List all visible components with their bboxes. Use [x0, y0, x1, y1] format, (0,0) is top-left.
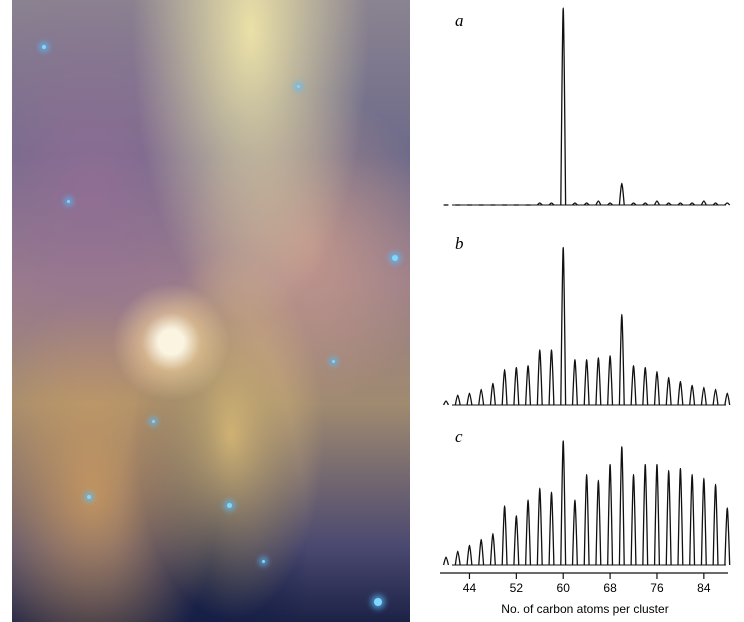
- peak: [595, 479, 602, 566]
- peak: [700, 200, 707, 206]
- peak: [653, 370, 661, 406]
- peak: [689, 202, 696, 206]
- peak: [630, 473, 637, 566]
- peak: [653, 200, 660, 206]
- peak: [630, 202, 637, 206]
- peak: [525, 499, 532, 566]
- peak: [571, 359, 578, 406]
- x-tick-label: 84: [697, 581, 711, 595]
- peak: [536, 349, 543, 406]
- nebula-image: [12, 0, 410, 622]
- peak: [548, 202, 555, 206]
- peak: [548, 491, 555, 566]
- peak: [536, 487, 543, 566]
- peak: [513, 515, 520, 566]
- peak: [583, 359, 590, 406]
- peak: [583, 473, 590, 566]
- peak: [642, 463, 649, 566]
- peak: [700, 386, 707, 406]
- peak: [489, 532, 496, 566]
- peak: [618, 313, 625, 406]
- peak: [536, 202, 543, 206]
- x-tick-label: 68: [603, 581, 617, 595]
- peak: [665, 469, 672, 566]
- peak: [501, 368, 508, 406]
- peak: [665, 202, 672, 206]
- peak: [595, 357, 602, 406]
- peak: [466, 544, 473, 566]
- x-tick-label: 60: [557, 581, 571, 595]
- x-axis-label: No. of carbon atoms per cluster: [501, 602, 668, 616]
- peak: [560, 440, 567, 566]
- peak: [548, 349, 555, 406]
- peak: [478, 538, 485, 566]
- peak: [607, 202, 613, 206]
- x-tick-label: 76: [650, 581, 664, 595]
- peak: [630, 364, 637, 406]
- peak: [618, 446, 625, 566]
- peak: [595, 200, 602, 206]
- peak: [677, 202, 684, 206]
- peak: [513, 366, 520, 406]
- peak: [689, 384, 696, 406]
- peak: [607, 355, 614, 406]
- peak: [560, 246, 567, 406]
- peak: [454, 550, 461, 566]
- peak: [454, 394, 461, 406]
- peak: [525, 364, 532, 406]
- peak: [607, 463, 614, 566]
- peak: [700, 477, 707, 566]
- peak: [571, 499, 578, 566]
- peak: [618, 182, 625, 206]
- peak: [677, 467, 684, 566]
- peak: [689, 473, 696, 566]
- peak: [642, 202, 649, 206]
- peak: [466, 392, 473, 406]
- panel-label: a: [455, 11, 464, 30]
- peak: [712, 388, 719, 406]
- peak: [665, 376, 672, 406]
- peak: [724, 202, 731, 206]
- peak: [489, 382, 496, 406]
- peak: [583, 202, 590, 206]
- peak: [501, 505, 508, 566]
- peak: [478, 388, 485, 406]
- peak: [677, 380, 684, 406]
- peak: [442, 556, 450, 566]
- panel-label: b: [455, 234, 464, 253]
- peak: [712, 483, 719, 566]
- peak: [560, 7, 567, 206]
- x-tick-label: 52: [510, 581, 524, 595]
- peak: [724, 392, 731, 406]
- panel-label: c: [455, 427, 463, 446]
- peak: [712, 202, 719, 206]
- peak: [653, 463, 661, 566]
- peak: [443, 400, 450, 406]
- peak: [724, 507, 731, 566]
- peak: [572, 202, 578, 206]
- peak: [642, 366, 649, 406]
- x-tick-label: 44: [463, 581, 477, 595]
